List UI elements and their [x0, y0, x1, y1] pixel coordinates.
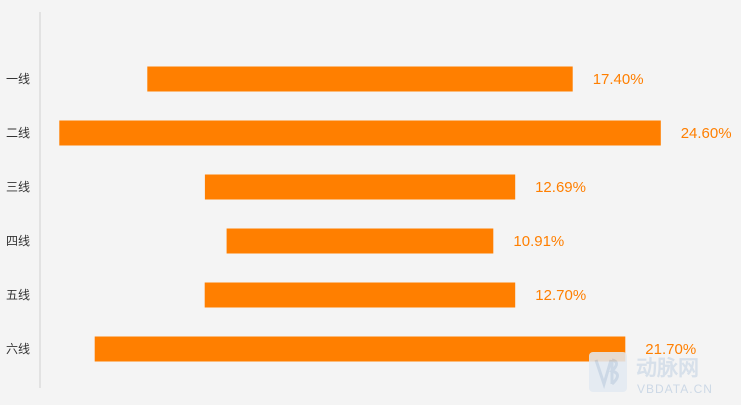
category-label: 五线	[6, 288, 30, 302]
bar	[59, 120, 661, 146]
value-label: 21.70%	[645, 341, 696, 358]
bar	[204, 282, 516, 308]
value-label: 10.91%	[513, 233, 564, 250]
value-label: 12.70%	[535, 287, 586, 304]
value-label: 12.69%	[535, 179, 586, 196]
bars-layer: 一线 17.40% 二线 24.60% 三线 12.69% 四线 10.91% 五线 12.70%…	[6, 66, 732, 362]
vb-logo-icon	[589, 352, 627, 392]
vbdata-watermark: 动脉网 VBDATA.CN	[589, 352, 713, 396]
bar	[226, 228, 494, 254]
bar	[147, 66, 573, 92]
category-label: 六线	[6, 342, 30, 356]
value-label: 17.40%	[593, 71, 644, 88]
bar	[94, 336, 626, 362]
category-label: 三线	[6, 180, 30, 194]
category-label: 四线	[6, 234, 30, 248]
bar	[204, 174, 516, 200]
watermark-logo-text: 动脉网	[636, 356, 699, 380]
value-label: 24.60%	[681, 125, 732, 142]
watermark-url-text: VBDATA.CN	[637, 382, 713, 396]
category-label: 二线	[6, 126, 30, 140]
category-label: 一线	[6, 72, 30, 86]
